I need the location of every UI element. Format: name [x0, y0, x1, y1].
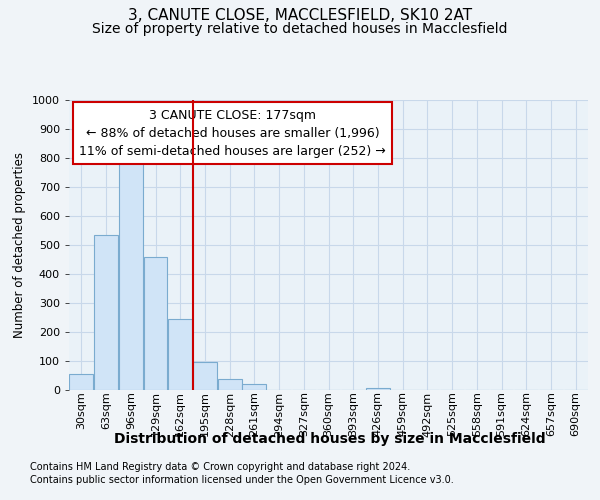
Text: 3, CANUTE CLOSE, MACCLESFIELD, SK10 2AT: 3, CANUTE CLOSE, MACCLESFIELD, SK10 2AT: [128, 8, 472, 22]
Text: Size of property relative to detached houses in Macclesfield: Size of property relative to detached ho…: [92, 22, 508, 36]
Text: Contains public sector information licensed under the Open Government Licence v3: Contains public sector information licen…: [30, 475, 454, 485]
Bar: [94, 235, 118, 390]
Bar: [242, 384, 266, 390]
Bar: [168, 319, 192, 390]
Text: Distribution of detached houses by size in Macclesfield: Distribution of detached houses by size …: [114, 432, 546, 446]
Y-axis label: Number of detached properties: Number of detached properties: [13, 152, 26, 338]
Bar: [143, 256, 167, 390]
Text: Contains HM Land Registry data © Crown copyright and database right 2024.: Contains HM Land Registry data © Crown c…: [30, 462, 410, 472]
Bar: [119, 150, 143, 390]
Bar: [218, 379, 242, 390]
Text: 3 CANUTE CLOSE: 177sqm
← 88% of detached houses are smaller (1,996)
11% of semi-: 3 CANUTE CLOSE: 177sqm ← 88% of detached…: [79, 108, 386, 158]
Bar: [366, 388, 390, 390]
Bar: [70, 374, 94, 390]
Bar: [193, 362, 217, 390]
